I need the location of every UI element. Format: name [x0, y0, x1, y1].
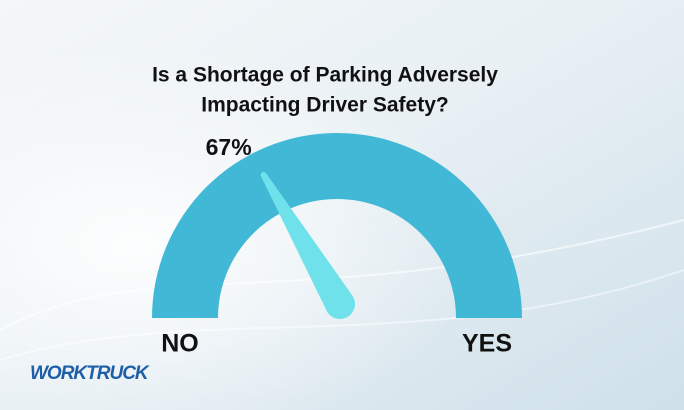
decor-line	[0, 269, 684, 361]
needle	[260, 171, 355, 319]
left-label: NO	[161, 330, 199, 358]
value-label: 67%	[206, 134, 252, 160]
title-line: Impacting Driver Safety?	[201, 94, 448, 117]
gauge-arc	[152, 133, 522, 318]
decor-line	[0, 219, 684, 331]
logo: WORKTRUCK	[30, 363, 150, 384]
title-line: Is a Shortage of Parking Adversely	[152, 64, 498, 87]
right-label: YES	[462, 330, 512, 358]
